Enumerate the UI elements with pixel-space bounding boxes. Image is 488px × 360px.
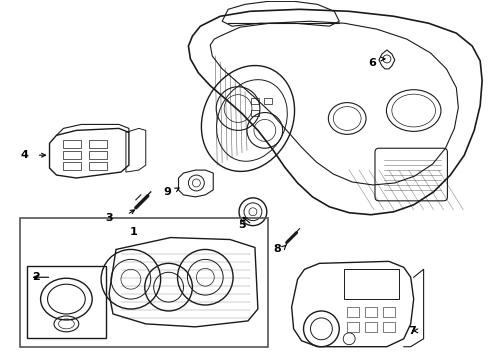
- Text: 7: 7: [407, 326, 415, 336]
- Bar: [365, 322, 376, 332]
- Text: 1: 1: [130, 226, 138, 237]
- Bar: [382, 322, 394, 332]
- Bar: [264, 98, 271, 104]
- Bar: [89, 151, 107, 159]
- Bar: [365, 307, 376, 317]
- Bar: [20, 218, 267, 347]
- Bar: [63, 140, 81, 148]
- Bar: [89, 162, 107, 170]
- Text: 2: 2: [32, 272, 40, 282]
- Bar: [344, 269, 398, 299]
- Text: 8: 8: [273, 244, 281, 255]
- Text: 4: 4: [20, 150, 29, 160]
- Bar: [63, 162, 81, 170]
- Bar: [89, 140, 107, 148]
- Bar: [346, 322, 358, 332]
- Bar: [27, 266, 106, 338]
- Bar: [250, 109, 258, 116]
- Text: 5: 5: [238, 220, 245, 230]
- Text: 3: 3: [105, 213, 113, 223]
- Bar: [250, 98, 258, 104]
- Text: 6: 6: [367, 58, 375, 68]
- Bar: [63, 151, 81, 159]
- Text: 9: 9: [163, 187, 171, 197]
- Bar: [346, 307, 358, 317]
- Bar: [382, 307, 394, 317]
